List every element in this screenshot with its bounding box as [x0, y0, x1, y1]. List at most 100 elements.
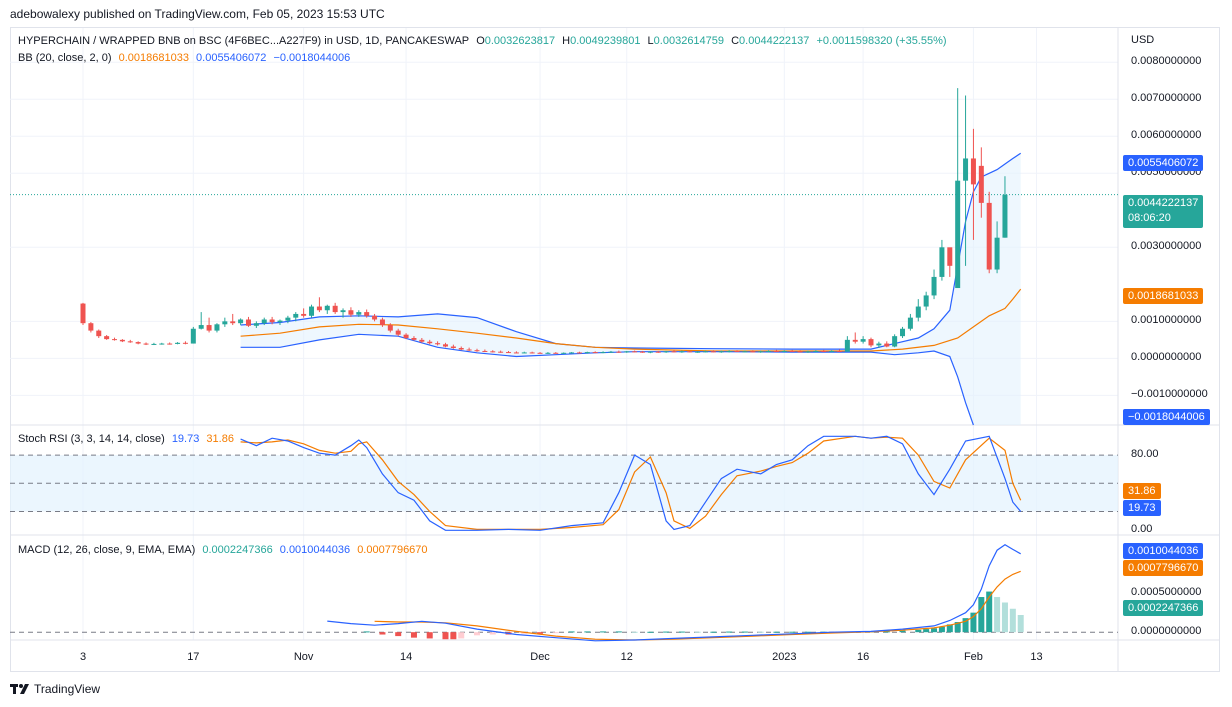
tradingview-logo-icon	[10, 684, 29, 694]
change-value: +0.0011598320 (+35.55%)	[816, 35, 947, 47]
candle-body	[458, 348, 464, 350]
time-tick-label: 3	[79, 651, 87, 663]
macd-histogram-bar	[694, 631, 701, 633]
candle-body	[340, 310, 346, 313]
candle-body	[750, 351, 756, 353]
candle-body	[175, 342, 181, 344]
main-legend: HYPERCHAIN / WRAPPED BNB on BSC (4F6BEC.…	[18, 35, 947, 47]
candle-body	[198, 325, 204, 329]
macd-histogram-bar	[600, 631, 607, 633]
candle-body	[387, 325, 393, 331]
macd-histogram-bar	[450, 632, 457, 640]
bb-basis-badge: 0.0018681033	[1123, 288, 1204, 304]
macd-histogram-bar	[521, 632, 528, 634]
macd-histogram-bar	[710, 631, 717, 633]
candle-body	[482, 350, 488, 352]
candle-body	[639, 351, 645, 353]
macd-histogram-bar	[615, 631, 622, 633]
candle-body	[545, 352, 551, 354]
candle-body	[427, 341, 433, 344]
macd-histogram-bar	[899, 630, 906, 633]
candle-body	[214, 324, 220, 331]
candle-body	[151, 343, 157, 345]
candle-body	[655, 351, 661, 353]
candle-body	[907, 317, 913, 329]
macd-histogram-bar	[741, 631, 748, 633]
candle-body	[773, 350, 779, 352]
candle-body	[561, 352, 567, 354]
candle-body	[592, 352, 598, 354]
candle-body	[734, 350, 740, 352]
time-tick-label: 13	[1030, 651, 1043, 663]
stoch-legend[interactable]: Stoch RSI (3, 3, 14, 14, close) 19.73 31…	[18, 433, 238, 445]
candle-body	[923, 295, 929, 307]
bb-lower-value: −0.0018044006	[273, 52, 351, 64]
macd-histogram-bar	[1009, 608, 1016, 633]
macd-signal-value: 0.0007796670	[357, 544, 428, 556]
candle-body	[608, 351, 614, 353]
candle-body	[663, 351, 669, 353]
macd-legend[interactable]: MACD (12, 26, close, 9, EMA, EMA) 0.0002…	[18, 544, 432, 556]
candle-body	[836, 350, 842, 352]
bb-legend[interactable]: BB (20, close, 2, 0) 0.0018681033 0.0055…	[18, 52, 354, 64]
candle-body	[703, 351, 709, 353]
macd-histogram-bar	[426, 632, 433, 639]
candle-body	[994, 237, 1000, 270]
candle-body	[80, 303, 86, 324]
stoch-tick-label: 80.00	[1131, 448, 1159, 461]
candle-body	[569, 352, 575, 354]
candle-body	[1002, 194, 1008, 238]
candle-body	[695, 351, 701, 353]
bar-countdown: 08:06:20	[1128, 212, 1171, 224]
candle-body	[159, 343, 165, 345]
macd-histogram-bar	[883, 631, 890, 633]
last-price-value: 0.0044222137	[1128, 197, 1199, 209]
candle-body	[632, 351, 638, 353]
candle-body	[127, 341, 133, 343]
macd-histogram-bar	[923, 629, 930, 633]
macd-histogram-bar	[647, 631, 654, 633]
candle-body	[671, 351, 677, 353]
candle-body	[978, 165, 984, 203]
macd-histogram-bar	[986, 591, 993, 633]
symbol-title[interactable]: HYPERCHAIN / WRAPPED BNB on BSC (4F6BEC.…	[18, 35, 470, 47]
candle-body	[356, 312, 362, 315]
time-tick-label: 14	[399, 651, 413, 663]
publisher-caption: adebowalexy published on TradingView.com…	[10, 7, 385, 21]
macd-histogram-bar	[1001, 602, 1008, 633]
price-tick-label: 0.0060000000	[1131, 129, 1202, 142]
macd-histogram-bar	[458, 632, 465, 639]
macd-histogram-bar	[757, 631, 764, 633]
bb-label: BB (20, close, 2, 0)	[18, 52, 112, 64]
candle-body	[805, 351, 811, 353]
candle-body	[419, 339, 425, 342]
candle-body	[324, 305, 330, 311]
candle-body	[490, 351, 496, 353]
candle-body	[600, 352, 606, 354]
candle-body	[285, 317, 291, 321]
candle-body	[277, 320, 283, 323]
macd-histogram-bar	[962, 618, 969, 633]
candle-body	[379, 319, 385, 326]
candle-body	[576, 352, 582, 354]
macd-histogram-bar	[395, 632, 402, 637]
macd-histogram-bar	[552, 632, 559, 634]
candle-body	[309, 306, 315, 316]
candle-body	[206, 325, 212, 331]
macd-histogram-bar	[954, 622, 961, 633]
candle-body	[892, 336, 898, 347]
tradingview-footer[interactable]: TradingView	[10, 682, 100, 696]
stoch-label: Stoch RSI (3, 3, 14, 14, close)	[18, 433, 165, 445]
candle-body	[931, 276, 937, 296]
macd-histogram-bar	[442, 632, 449, 640]
candle-body	[450, 346, 456, 348]
candle-body	[372, 315, 378, 320]
macd-signal-line	[374, 570, 1021, 641]
macd-signal-badge: 0.0007796670	[1123, 560, 1204, 576]
candle-body	[182, 342, 188, 344]
candle-body	[884, 343, 890, 347]
candle-body	[963, 158, 969, 181]
macd-label: MACD (12, 26, close, 9, EMA, EMA)	[18, 544, 196, 556]
candle-body	[403, 334, 409, 339]
